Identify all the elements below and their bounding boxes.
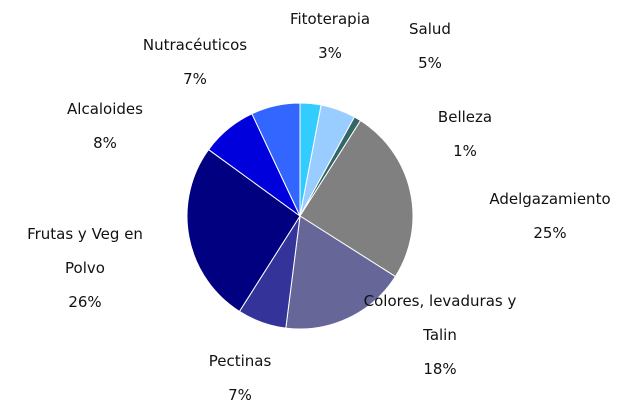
slice-label: Alcaloides 8% <box>35 92 175 160</box>
value-label: 18% <box>423 360 457 378</box>
value-label: 3% <box>318 44 342 62</box>
pie-slice <box>299 119 414 278</box>
pie-slice <box>186 148 301 313</box>
chart <box>186 102 414 330</box>
slice-label: Nutracéuticos 7% <box>115 28 275 96</box>
slice-label: Colores, levaduras y Talin 18% <box>353 284 528 386</box>
value-label: 5% <box>418 54 442 72</box>
slice-label: Frutas y Veg en Polvo 26% <box>5 217 165 319</box>
category-label: Fitoterapia <box>289 10 371 28</box>
category-label: Colores, levaduras y Talin <box>363 292 517 344</box>
value-label: 7% <box>183 70 207 88</box>
category-label: Alcaloides <box>67 100 143 118</box>
value-label: 26% <box>68 293 102 311</box>
category-label: Frutas y Veg en Polvo <box>27 225 143 277</box>
value-label: 8% <box>93 134 117 152</box>
slice-label: Belleza 1% <box>415 100 515 168</box>
value-label: 1% <box>453 142 477 160</box>
slice-label: Pectinas 7% <box>180 344 300 412</box>
slice-label: Salud 5% <box>380 12 480 80</box>
category-label: Salud <box>409 20 451 38</box>
slice-label: Adelgazamiento 25% <box>460 182 631 250</box>
pie-slice <box>251 102 301 217</box>
value-label: 25% <box>533 224 567 242</box>
category-label: Adelgazamiento <box>489 190 611 208</box>
value-label: 7% <box>228 386 252 404</box>
pie-slice <box>285 215 397 330</box>
category-label: Pectinas <box>208 352 272 370</box>
category-label: Nutracéuticos <box>142 36 248 54</box>
category-label: Belleza <box>437 108 493 126</box>
slice-label: Fitoterapia 3% <box>260 2 400 70</box>
page: {"chart_data": {"type": "pie", "categori… <box>5 2 631 404</box>
